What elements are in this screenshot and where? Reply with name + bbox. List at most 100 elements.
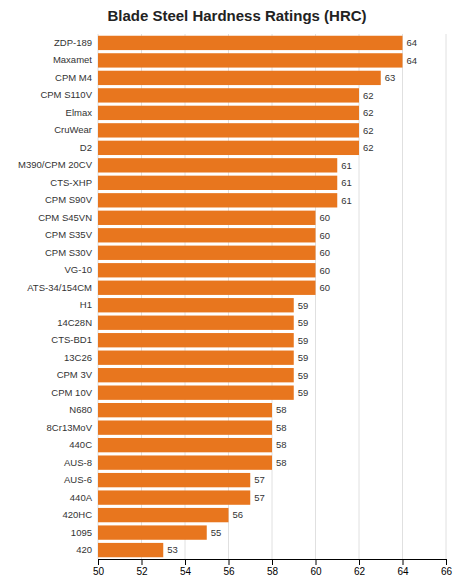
y-tick-label: CTS-XHP — [50, 177, 92, 188]
bar — [98, 88, 359, 102]
grid-line — [402, 34, 403, 559]
x-tick-mark — [316, 559, 317, 565]
y-tick-label: CPM S110V — [40, 89, 92, 100]
x-axis-line — [99, 560, 447, 566]
y-tick-label: ATS-34/154CM — [27, 282, 92, 293]
y-tick-label: M390/CPM 20CV — [18, 159, 93, 170]
grid-line — [446, 34, 447, 559]
y-tick: CPM 10V — [51, 387, 92, 398]
grid — [98, 34, 446, 559]
data-label: 53 — [167, 544, 178, 555]
y-tick-label: Maxamet — [53, 54, 92, 65]
data-label: 57 — [254, 492, 265, 503]
y-tick: CruWear — [54, 124, 92, 135]
x-tick-mark — [98, 559, 99, 565]
bar — [98, 351, 294, 365]
y-tick: 420HC — [62, 509, 92, 520]
y-tick: AUS-8 — [64, 457, 92, 468]
y-tick: D2 — [80, 142, 92, 153]
y-tick-label: 420 — [76, 544, 92, 555]
bars — [98, 36, 403, 558]
bar — [98, 211, 316, 225]
y-tick-label: 440C — [69, 439, 92, 450]
bar — [98, 508, 229, 522]
y-tick: CTS-BD1 — [51, 334, 92, 345]
y-tick-label: CPM M4 — [55, 72, 92, 83]
y-tick: 440C — [69, 439, 92, 450]
y-tick-label: CPM S35V — [45, 229, 93, 240]
bar — [98, 525, 207, 539]
y-tick: H1 — [80, 299, 92, 310]
y-tick: CPM M4 — [55, 72, 92, 83]
data-label: 55 — [211, 527, 222, 538]
y-tick: CTS-XHP — [50, 177, 92, 188]
y-tick: Elmax — [66, 107, 93, 118]
bar — [98, 158, 337, 172]
y-tick-label: 8Cr13MoV — [47, 422, 93, 433]
title: Blade Steel Hardness Ratings (HRC) — [107, 7, 366, 24]
data-label: 58 — [276, 457, 287, 468]
bar — [98, 438, 272, 452]
bar — [98, 176, 337, 190]
y-tick: ATS-34/154CM — [27, 282, 92, 293]
x-tick: 50 — [93, 559, 105, 577]
y-tick: 8Cr13MoV — [47, 422, 93, 433]
x-tick-label: 54 — [180, 566, 192, 577]
y-tick-label: AUS-8 — [64, 457, 92, 468]
x-tick: 58 — [267, 559, 279, 577]
data-label: 60 — [320, 230, 331, 241]
x-tick-mark — [359, 559, 360, 565]
y-tick: CPM 3V — [57, 369, 93, 380]
y-tick: Maxamet — [53, 54, 92, 65]
bar — [98, 403, 272, 417]
y-tick-label: CTS-BD1 — [51, 334, 92, 345]
data-label: 64 — [407, 37, 418, 48]
x-tick-label: 62 — [354, 566, 366, 577]
data-label: 58 — [276, 439, 287, 450]
x-tick-label: 60 — [310, 566, 322, 577]
y-tick-label: H1 — [80, 299, 92, 310]
data-label: 61 — [341, 195, 352, 206]
y-tick-label: CPM S90V — [45, 194, 93, 205]
x-tick-mark — [185, 559, 186, 565]
x-tick-label: 52 — [136, 566, 148, 577]
bar — [98, 455, 272, 469]
y-tick-label: CPM 10V — [51, 387, 92, 398]
y-tick: ZDP-189 — [54, 37, 92, 48]
y-tick-label: 440A — [70, 492, 93, 503]
bar — [98, 420, 272, 434]
data-label: 62 — [363, 107, 374, 118]
data-label: 59 — [298, 317, 309, 328]
y-tick-label: AUS-6 — [64, 474, 92, 485]
bar — [98, 71, 381, 85]
bar — [98, 141, 359, 155]
x-tick: 60 — [310, 559, 322, 577]
y-tick: VG-10 — [65, 264, 92, 275]
x-tick: 62 — [354, 559, 366, 577]
y-tick: CPM S45VN — [38, 212, 92, 223]
bar — [98, 490, 250, 504]
data-label: 62 — [363, 90, 374, 101]
y-tick: 13C26 — [64, 352, 92, 363]
data-label: 56 — [233, 509, 244, 520]
data-label: 58 — [276, 422, 287, 433]
data-label: 60 — [320, 212, 331, 223]
chart: 5355565757585858585959595959596060606060… — [0, 0, 474, 585]
x-tick-mark — [403, 559, 404, 565]
data-label: 62 — [363, 125, 374, 136]
data-label: 59 — [298, 352, 309, 363]
bar — [98, 246, 316, 260]
y-tick-label: Elmax — [66, 107, 93, 118]
data-label: 63 — [385, 72, 396, 83]
y-tick-label: CPM S30V — [45, 247, 93, 258]
y-tick-label: D2 — [80, 142, 92, 153]
bar — [98, 316, 294, 330]
bar — [98, 473, 250, 487]
bar — [98, 263, 316, 277]
y-tick-label: CruWear — [54, 124, 92, 135]
bar — [98, 193, 337, 207]
data-label: 61 — [341, 177, 352, 188]
x-tick: 56 — [223, 559, 235, 577]
x-tick: 52 — [136, 559, 148, 577]
y-tick: CPM S110V — [40, 89, 92, 100]
